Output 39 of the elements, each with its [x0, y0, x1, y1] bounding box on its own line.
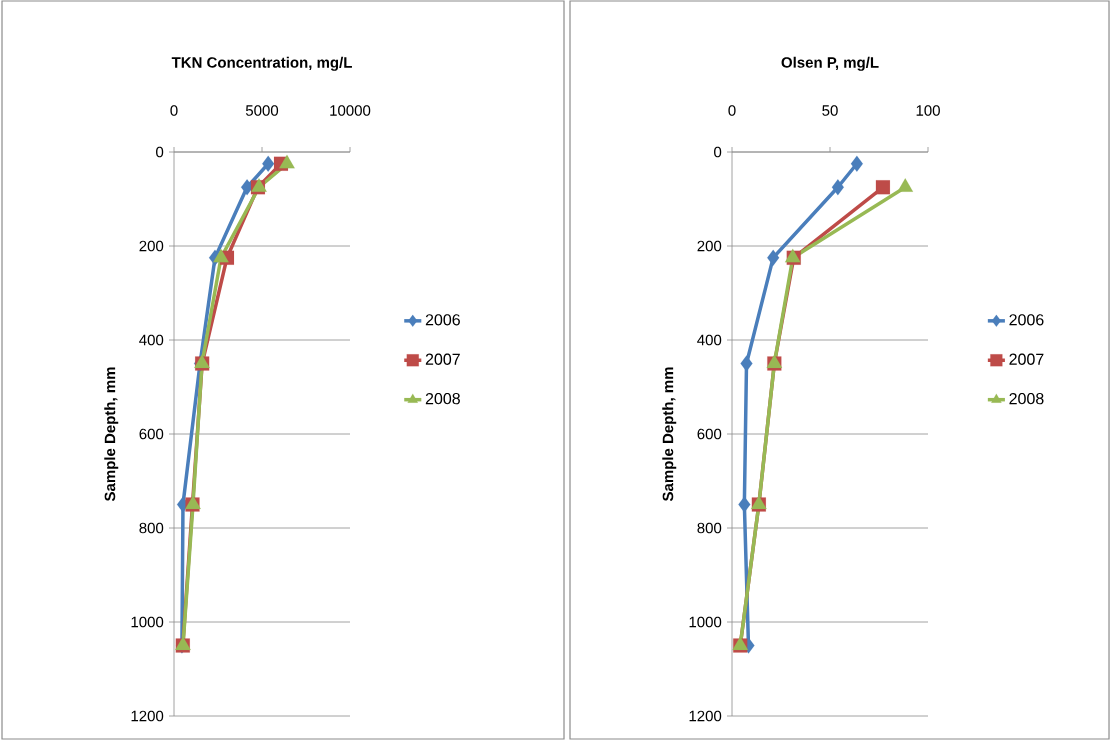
y-axis-title: Sample Depth, mm	[104, 367, 119, 502]
legend-label: 2008	[425, 392, 460, 405]
x-tick-label: 0	[728, 105, 736, 116]
x-tick-label: 0	[170, 105, 178, 116]
legend-label: 2007	[1009, 353, 1044, 365]
x-tick-label: 5000	[245, 105, 279, 116]
legend-label: 2007	[425, 353, 460, 365]
y-tick-label: 600	[697, 428, 722, 440]
y-tick-label: 1000	[689, 616, 722, 628]
point	[740, 355, 753, 372]
y-tick-label: 1000	[131, 616, 164, 628]
legend-label: 2008	[1009, 392, 1044, 405]
y-tick-label: 0	[156, 146, 164, 158]
y-tick-label: 1200	[131, 710, 164, 722]
y-tick-label: 200	[139, 240, 164, 252]
x-tick-label: 10000	[330, 105, 371, 116]
point	[831, 179, 844, 196]
point	[262, 155, 275, 172]
y-tick-label: 800	[697, 522, 722, 534]
legend-label: 2006	[1009, 314, 1044, 326]
y-axis-title: Sample Depth, mm	[662, 367, 677, 502]
y-tick-label: 0	[714, 146, 722, 158]
x-tick-label: 50	[822, 105, 838, 116]
point	[875, 180, 890, 195]
legend-label: 2006	[425, 314, 460, 326]
y-tick-label: 200	[697, 240, 722, 252]
y-tick-label: 1200	[689, 710, 722, 722]
point	[850, 155, 863, 172]
point	[279, 154, 295, 169]
chart-title: TKN Concentration, mg/L	[171, 56, 352, 71]
point	[738, 496, 751, 513]
chart-title: Olsen P, mg/L	[781, 56, 879, 71]
point	[767, 249, 780, 266]
y-tick-label: 600	[139, 428, 164, 440]
y-tick-label: 800	[139, 522, 164, 534]
y-tick-label: 400	[697, 334, 722, 346]
x-tick-label: 100	[916, 105, 940, 116]
point	[213, 248, 229, 263]
y-tick-label: 400	[139, 334, 164, 346]
